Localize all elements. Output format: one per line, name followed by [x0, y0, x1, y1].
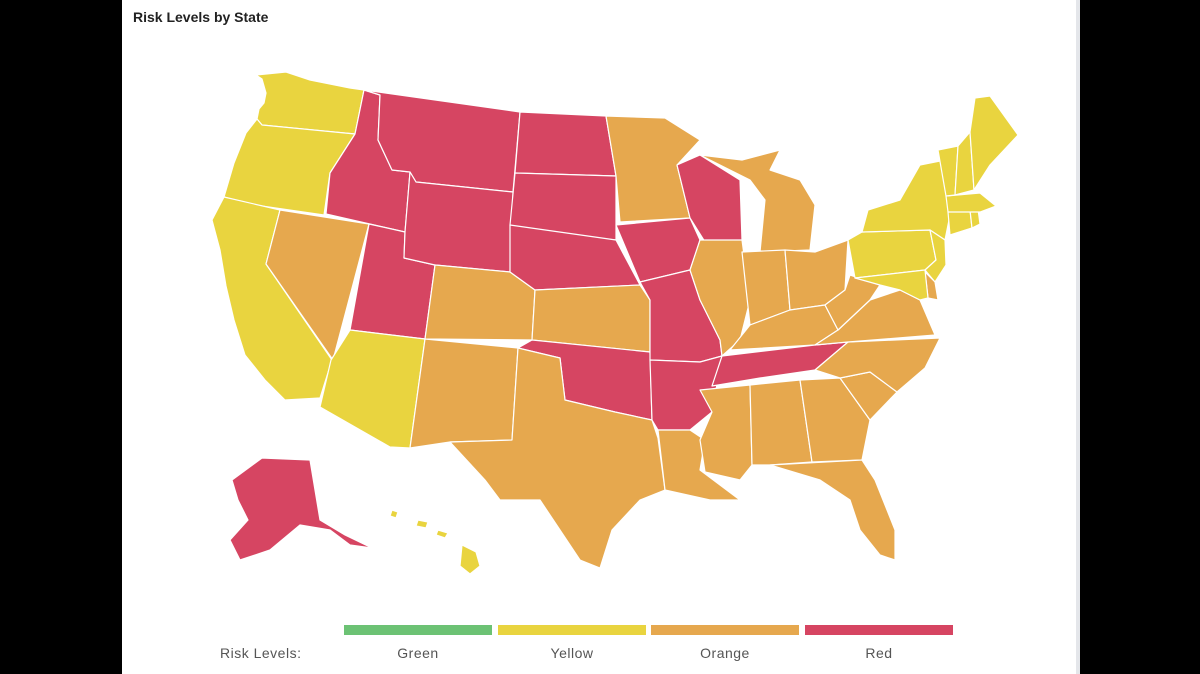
- state-AK[interactable]: [229, 457, 373, 561]
- state-ND[interactable]: [514, 111, 617, 177]
- map-panel: Risk Levels by State: [122, 0, 1076, 674]
- legend-text-green: Green: [397, 645, 439, 661]
- state-AR[interactable]: [649, 355, 723, 431]
- legend-bar-orange: [651, 625, 799, 635]
- state-OR[interactable]: [223, 118, 356, 216]
- state-GA[interactable]: [799, 377, 871, 463]
- state-WA[interactable]: [255, 71, 365, 135]
- legend-text-red: Red: [865, 645, 893, 661]
- state-NY[interactable]: [861, 159, 951, 241]
- panel-border: [1076, 0, 1080, 674]
- legend-label: Risk Levels:: [220, 645, 302, 661]
- state-ME[interactable]: [969, 95, 1019, 191]
- legend-text-orange: Orange: [700, 645, 750, 661]
- legend-text-yellow: Yellow: [550, 645, 594, 661]
- chart-title: Risk Levels by State: [133, 9, 269, 25]
- state-CT[interactable]: [947, 209, 973, 236]
- state-MI[interactable]: [699, 149, 816, 253]
- state-TX[interactable]: [449, 347, 666, 569]
- state-MA[interactable]: [945, 192, 997, 213]
- legend-bar-yellow: [498, 625, 646, 635]
- us-state-map: [211, 71, 1019, 575]
- state-LA[interactable]: [657, 429, 741, 501]
- state-HI[interactable]: [389, 509, 481, 575]
- legend-bar-green: [344, 625, 492, 635]
- state-MS[interactable]: [699, 384, 753, 481]
- state-NM[interactable]: [409, 338, 519, 449]
- state-FL[interactable]: [769, 459, 896, 561]
- legend-bar-red: [805, 625, 953, 635]
- state-MD[interactable]: [854, 269, 929, 301]
